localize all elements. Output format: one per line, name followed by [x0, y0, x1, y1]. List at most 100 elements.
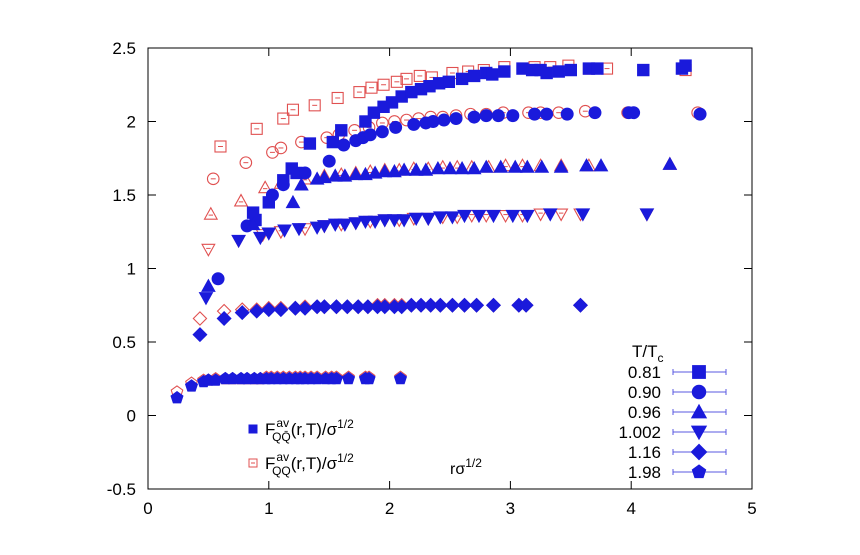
- point-filled-0_81: [359, 115, 372, 128]
- point-filled-1_16: [234, 305, 250, 321]
- point-filled-0_96: [285, 194, 301, 209]
- point-filled-0_96: [418, 162, 434, 176]
- point-filled-1_98: [341, 371, 356, 385]
- point-open-0_96: [203, 206, 219, 220]
- point-open-0_96: [233, 193, 249, 207]
- point-filled-1_98: [170, 390, 184, 404]
- point-open-0_81: [250, 122, 263, 135]
- point-filled-0_96: [396, 162, 412, 176]
- point-filled-1_002: [471, 209, 487, 224]
- legend-label-0_81: 0.81: [628, 363, 661, 382]
- point-filled-0_81: [326, 135, 340, 149]
- point-filled-1_16: [485, 297, 502, 313]
- point-filled-0_96: [377, 163, 393, 178]
- point-filled-1_002: [639, 208, 655, 222]
- key-label-2: Fav QQ(r,T)/σ1/2: [265, 450, 354, 478]
- point-filled-1_002: [420, 212, 436, 227]
- point-open-0_81: [286, 103, 300, 116]
- point-filled-1_002: [358, 215, 373, 229]
- point-filled-1_002: [486, 209, 501, 224]
- point-filled-0_90: [407, 117, 421, 131]
- point-filled-0_96: [466, 161, 482, 175]
- legend-marker-0_90: [691, 384, 707, 400]
- point-filled-0_90: [363, 128, 377, 142]
- point-open-1_002: [498, 209, 513, 224]
- legend-title: T/Tc: [632, 342, 664, 365]
- point-filled-0_90: [540, 107, 554, 121]
- point-filled-0_81: [552, 65, 565, 78]
- point-open-0_81: [353, 86, 366, 99]
- point-filled-1_002: [396, 214, 412, 228]
- point-filled-0_81: [455, 72, 469, 86]
- point-filled-1_16: [339, 299, 355, 315]
- point-open-0_90: [274, 141, 288, 155]
- point-filled-1_002: [457, 209, 472, 224]
- legend-label-0_96: 0.96: [628, 403, 661, 422]
- point-filled-1_16: [216, 310, 232, 327]
- point-filled-1_98: [393, 371, 408, 385]
- x-tick-label: 0: [143, 499, 152, 518]
- point-filled-0_90: [265, 188, 279, 202]
- point-filled-1_16: [432, 297, 448, 313]
- point-filled-0_81: [540, 66, 553, 80]
- point-open-0_81: [365, 81, 378, 94]
- point-open-0_81: [331, 91, 344, 105]
- point-filled-1_002: [377, 214, 393, 228]
- point-open-0_90: [266, 146, 279, 159]
- point-filled-0_96: [430, 161, 446, 175]
- point-open-0_81: [413, 69, 426, 82]
- point-open-1_002: [464, 209, 480, 224]
- point-filled-0_90: [627, 106, 641, 120]
- point-filled-1_16: [297, 300, 313, 316]
- key-label-1: Fav QQ̄(r,T)/σ1/2: [265, 416, 354, 444]
- point-open-0_81: [377, 78, 390, 91]
- point-filled-0_81: [442, 75, 455, 89]
- point-filled-0_81: [467, 69, 481, 83]
- point-filled-0_96: [478, 159, 494, 173]
- point-filled-1_002: [317, 220, 332, 234]
- legend-marker-1_16: [690, 443, 708, 461]
- point-filled-1_16: [273, 302, 289, 318]
- point-filled-1_16: [456, 297, 473, 313]
- point-filled-0_96: [454, 161, 470, 175]
- point-filled-0_90: [467, 110, 481, 124]
- point-filled-0_81: [335, 124, 348, 137]
- point-filled-0_90: [588, 106, 602, 120]
- x-tick-label: 2: [385, 499, 394, 518]
- point-filled-1_002: [277, 224, 292, 238]
- point-filled-1_16: [444, 297, 460, 313]
- filled-markers-layer: [170, 59, 707, 404]
- point-open-0_96: [257, 180, 273, 194]
- point-filled-1_002: [575, 208, 591, 222]
- point-open-1_002: [201, 243, 216, 257]
- point-filled-1_002: [445, 211, 460, 225]
- point-filled-1_16: [192, 327, 208, 343]
- point-filled-0_96: [317, 169, 332, 184]
- text-layer: 0 1 2 3 4 5 -0.5 0 0.5 1 1.5 2 2.5 rσ1/2: [107, 39, 757, 518]
- legend: Fav QQ̄(r,T)/σ1/2 Fav QQ(r,T)/σ1/2 T/Tc0.81 0…: [248, 342, 727, 482]
- point-filled-0_90: [426, 115, 440, 128]
- x-tick-label: 1: [264, 499, 273, 518]
- point-filled-0_90: [479, 109, 493, 123]
- point-filled-0_90: [276, 178, 290, 192]
- point-open-1_002: [553, 208, 569, 222]
- point-filled-1_16: [261, 302, 277, 318]
- point-filled-0_96: [358, 166, 373, 181]
- y-tick-label: 2.5: [112, 39, 136, 58]
- point-filled-1_002: [252, 231, 268, 246]
- point-filled-0_96: [519, 159, 535, 173]
- legend-label-1_98: 1.98: [628, 463, 661, 482]
- point-open-0_90: [239, 156, 253, 169]
- y-tick-label: -0.5: [107, 480, 136, 499]
- point-filled-0_81: [498, 65, 511, 78]
- x-tick-label: 3: [506, 499, 515, 518]
- point-filled-1_002: [542, 208, 558, 222]
- point-filled-0_90: [375, 125, 389, 139]
- y-tick-label: 1.5: [112, 186, 136, 205]
- y-tick-label: 1: [127, 260, 136, 279]
- point-filled-1_002: [261, 227, 277, 241]
- y-tick-label: 0: [127, 407, 136, 426]
- point-open-0_81: [214, 140, 227, 153]
- point-filled-0_90: [693, 107, 707, 121]
